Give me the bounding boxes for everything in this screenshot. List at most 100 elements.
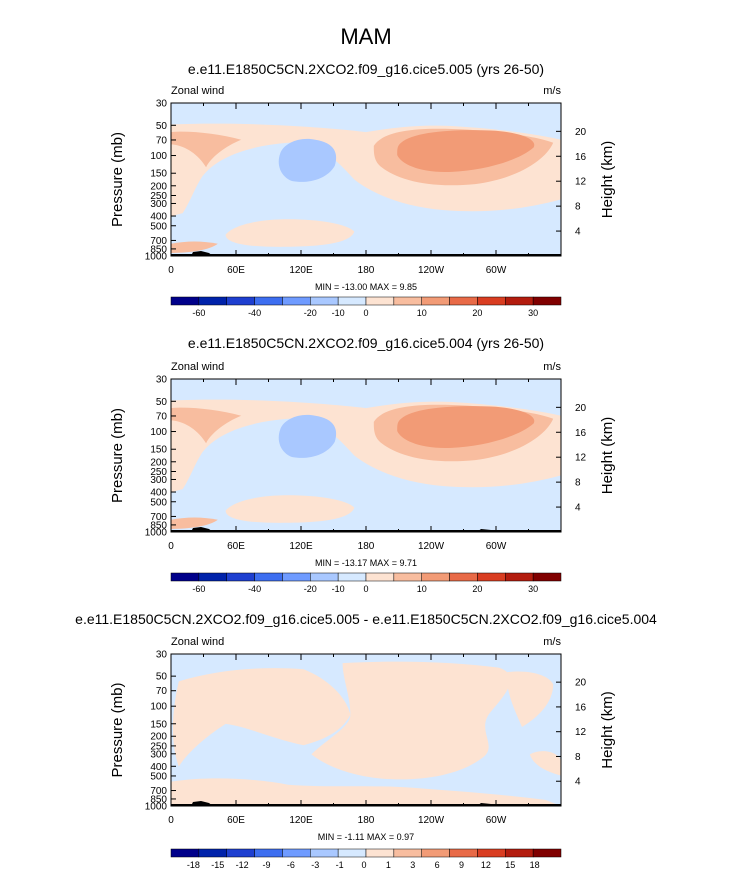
panel-1: e.e11.E1850C5CN.2XCO2.f09_g16.cice5.005 … <box>109 61 616 318</box>
colorbar-swatch <box>310 572 339 582</box>
colorbar-label: 1 <box>386 860 391 870</box>
colorbar-swatch <box>532 572 562 582</box>
panel-3: e.e11.E1850C5CN.2XCO2.f09_g16.cice5.005 … <box>75 611 657 870</box>
colorbar-swatch <box>310 848 339 858</box>
y-tick-label: 100 <box>150 151 167 162</box>
colorbar-swatch <box>421 572 450 582</box>
y-tick-label: 300 <box>150 749 167 760</box>
colorbar-swatch <box>365 572 395 582</box>
y-tick-label: 250 <box>150 741 167 752</box>
colorbar-swatch <box>365 848 395 858</box>
colorbar-label: 10 <box>417 584 427 594</box>
y-tick-label: 1000 <box>145 528 168 539</box>
colorbar-label: 10 <box>417 308 427 318</box>
contour-region <box>225 495 355 523</box>
y-tick-label: 100 <box>150 427 167 438</box>
contour-region <box>225 219 355 247</box>
colorbar-swatch <box>226 848 255 858</box>
colorbar-swatch <box>393 848 422 858</box>
height-tick-label: 16 <box>575 152 587 163</box>
colorbar-label: -9 <box>262 860 270 870</box>
y-axis-title: Pressure (mb) <box>109 682 126 777</box>
x-tick-label: 60W <box>486 541 507 552</box>
height-tick-label: 4 <box>575 777 581 788</box>
panel-2-title: e.e11.E1850C5CN.2XCO2.f09_g16.cice5.004 … <box>188 335 544 351</box>
y-tick-label: 400 <box>150 212 167 223</box>
height-tick-label: 20 <box>575 127 587 138</box>
y-tick-label: 150 <box>150 169 167 180</box>
colorbar-label: 30 <box>528 308 538 318</box>
y-tick-label: 1000 <box>145 252 168 263</box>
x-tick-label: 120E <box>289 541 313 552</box>
x-tick-label: 60E <box>227 265 245 276</box>
y-tick-label: 50 <box>156 397 168 408</box>
y-tick-label: 70 <box>156 135 168 146</box>
panel-2-contour-fill <box>171 379 561 532</box>
y-axis-right-title: Height (km) <box>599 417 616 495</box>
contour-region <box>171 778 561 806</box>
colorbar-swatch <box>170 848 200 858</box>
y-tick-label: 70 <box>156 411 168 422</box>
colorbar-label: 3 <box>410 860 415 870</box>
colorbar-swatch <box>393 572 422 582</box>
colorbar-label: -20 <box>304 308 317 318</box>
panel-2-stats: MIN = -13.17 MAX = 9.71 <box>315 558 417 568</box>
y-tick-label: 700 <box>150 512 167 523</box>
y-tick-label: 850 <box>150 520 167 531</box>
contour-region <box>397 406 535 449</box>
colorbar-label: 30 <box>528 584 538 594</box>
contour-region <box>171 241 218 253</box>
height-tick-label: 8 <box>575 752 581 763</box>
colorbar-swatch <box>254 848 283 858</box>
x-tick-label: 120W <box>418 815 445 826</box>
x-tick-label: 120W <box>418 541 445 552</box>
height-tick-label: 12 <box>575 177 587 188</box>
colorbar-swatch <box>477 572 506 582</box>
panel-2-left-label: Zonal wind <box>171 361 224 373</box>
colorbar-swatch <box>198 572 227 582</box>
height-tick-label: 4 <box>575 503 581 514</box>
y-tick-label: 300 <box>150 199 167 210</box>
topography <box>477 803 495 806</box>
colorbar-label: -1 <box>336 860 344 870</box>
x-tick-label: 120E <box>289 815 313 826</box>
x-tick-label: 180 <box>358 265 375 276</box>
y-tick-label: 150 <box>150 445 167 456</box>
panel-2-units-label: m/s <box>543 361 561 373</box>
colorbar-swatch <box>337 572 367 582</box>
x-tick-label: 60E <box>227 815 245 826</box>
y-tick-label: 300 <box>150 475 167 486</box>
y-tick-label: 50 <box>156 121 168 132</box>
colorbar-swatch <box>421 848 450 858</box>
x-tick-label: 180 <box>358 541 375 552</box>
colorbar-label: -10 <box>332 584 345 594</box>
colorbar-swatch <box>393 296 422 306</box>
colorbar-swatch <box>477 848 506 858</box>
colorbar-swatch <box>226 572 255 582</box>
y-tick-label: 200 <box>150 732 167 743</box>
colorbar-swatch <box>532 848 562 858</box>
y-tick-label: 500 <box>150 771 167 782</box>
contour-region <box>529 751 561 776</box>
panel-1-stats: MIN = -13.00 MAX = 9.85 <box>315 282 417 292</box>
y-tick-label: 700 <box>150 236 167 247</box>
x-tick-label: 180 <box>358 815 375 826</box>
colorbar-label: 0 <box>363 584 368 594</box>
colorbar-label: -40 <box>248 584 261 594</box>
contour-region <box>506 671 554 727</box>
y-tick-label: 850 <box>150 244 167 255</box>
panel-1-contour-fill <box>171 103 561 256</box>
colorbar-swatch <box>532 296 562 306</box>
y-tick-label: 250 <box>150 467 167 478</box>
y-axis-right-title: Height (km) <box>599 141 616 219</box>
colorbar-label: -60 <box>192 584 205 594</box>
height-tick-label: 12 <box>575 453 587 464</box>
colorbar-swatch <box>282 296 311 306</box>
panel-3-contour-fill <box>171 654 561 806</box>
x-tick-label: 60W <box>486 265 507 276</box>
colorbar-label: -20 <box>304 584 317 594</box>
colorbar-label: 20 <box>472 584 482 594</box>
y-tick-label: 400 <box>150 488 167 499</box>
colorbar-swatch <box>505 572 534 582</box>
